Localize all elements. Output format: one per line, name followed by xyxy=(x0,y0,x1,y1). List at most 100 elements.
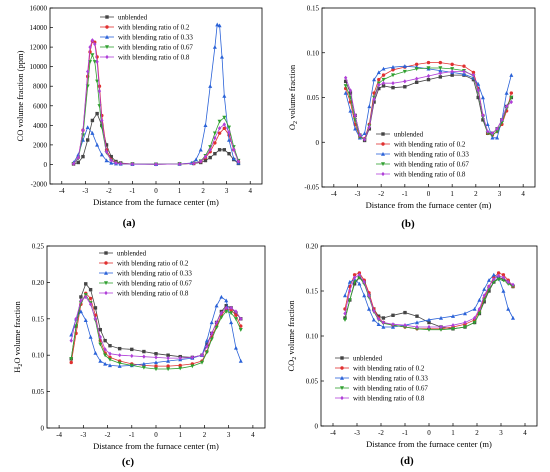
data-point xyxy=(353,113,357,118)
data-point xyxy=(377,82,381,88)
data-point xyxy=(107,357,112,362)
data-point xyxy=(217,131,222,135)
x-tick-label: -1 xyxy=(402,190,408,198)
data-point xyxy=(78,301,83,305)
data-point xyxy=(348,288,352,294)
y-tick-label: -2000 xyxy=(31,181,48,189)
data-point xyxy=(229,308,233,312)
data-point xyxy=(224,298,229,303)
series-5 xyxy=(343,69,514,142)
data-point xyxy=(439,328,443,332)
data-point xyxy=(372,97,376,102)
legend-marker xyxy=(381,142,385,146)
legend: unblended with blending ratio of 0.2 with … xyxy=(376,131,469,179)
data-point xyxy=(219,54,224,59)
data-point xyxy=(209,337,214,342)
data-point xyxy=(391,322,395,327)
data-point xyxy=(414,80,419,84)
data-point xyxy=(403,323,407,328)
y-axis-label: CO volume fraction (ppm) xyxy=(15,50,25,141)
data-point xyxy=(391,73,395,78)
legend-marker xyxy=(381,132,385,136)
data-point xyxy=(81,128,85,133)
data-point xyxy=(234,309,238,314)
legend-marker xyxy=(104,270,108,275)
data-point xyxy=(482,293,486,298)
series-5 xyxy=(69,294,243,361)
data-point xyxy=(511,315,515,320)
y-axis-label-part: CO volume fraction (ppm) xyxy=(15,50,25,141)
y-tick-label: 0 xyxy=(44,161,48,169)
legend: unblended with blending ratio of 0.2 with … xyxy=(99,250,192,298)
data-point xyxy=(84,282,88,286)
y-tick-label: 0.05 xyxy=(306,378,319,386)
data-point xyxy=(348,91,353,95)
x-tick-label: 4 xyxy=(521,190,525,198)
data-point xyxy=(199,159,203,164)
data-point xyxy=(377,86,381,91)
data-point xyxy=(79,295,83,299)
data-point xyxy=(357,281,362,286)
data-point xyxy=(107,363,112,368)
data-point xyxy=(166,353,170,357)
data-point xyxy=(178,356,182,361)
legend-marker xyxy=(104,290,108,296)
data-point xyxy=(93,306,98,310)
data-point xyxy=(103,347,107,352)
data-point xyxy=(215,22,220,27)
data-point xyxy=(166,367,171,372)
data-point xyxy=(208,155,212,160)
data-point xyxy=(476,88,480,93)
data-point xyxy=(381,316,386,320)
data-point xyxy=(381,77,386,82)
data-point xyxy=(85,69,90,74)
data-point xyxy=(217,119,222,124)
x-tick-label: -1 xyxy=(129,431,135,439)
data-point xyxy=(476,95,480,100)
data-point xyxy=(480,95,485,100)
legend-label: with blending ratio of 0.67 xyxy=(353,385,428,393)
data-point xyxy=(463,311,467,316)
y-tick-label: 16000 xyxy=(30,5,48,13)
data-point xyxy=(88,287,93,292)
data-point xyxy=(509,73,514,77)
data-point xyxy=(166,356,170,361)
data-point xyxy=(204,338,209,343)
data-point xyxy=(238,358,243,363)
data-point xyxy=(130,353,134,359)
y-axis-label-part: H xyxy=(12,367,22,373)
data-point xyxy=(90,118,95,123)
data-point xyxy=(88,302,93,307)
data-point xyxy=(463,325,467,330)
y-tick-label: 8000 xyxy=(33,83,48,91)
y-tick-label: 0.10 xyxy=(307,49,320,57)
data-point xyxy=(415,320,419,325)
y-tick-label: 0 xyxy=(41,425,45,433)
data-point xyxy=(391,313,395,317)
x-tick-label: -3 xyxy=(355,190,361,198)
data-point xyxy=(84,294,88,300)
data-point xyxy=(372,308,376,313)
data-point xyxy=(462,64,466,68)
series-5 xyxy=(71,38,241,167)
data-point xyxy=(213,141,217,145)
data-point xyxy=(104,143,109,147)
data-point xyxy=(141,365,146,370)
data-point xyxy=(154,355,158,360)
data-point xyxy=(117,353,122,358)
data-point xyxy=(238,328,243,332)
data-point xyxy=(97,89,102,94)
legend-marker xyxy=(340,356,344,360)
data-point xyxy=(348,108,353,113)
data-point xyxy=(426,66,431,71)
data-point xyxy=(95,142,100,147)
y-tick-label: 4000 xyxy=(33,122,48,130)
panel-label: (a) xyxy=(123,217,136,229)
data-point xyxy=(98,342,103,347)
x-tick-label: 1 xyxy=(451,429,455,437)
data-point xyxy=(208,145,213,149)
data-point xyxy=(118,161,123,166)
y-tick-label: 12000 xyxy=(30,44,48,52)
data-point xyxy=(178,363,182,368)
x-tick-label: -1 xyxy=(130,187,136,195)
